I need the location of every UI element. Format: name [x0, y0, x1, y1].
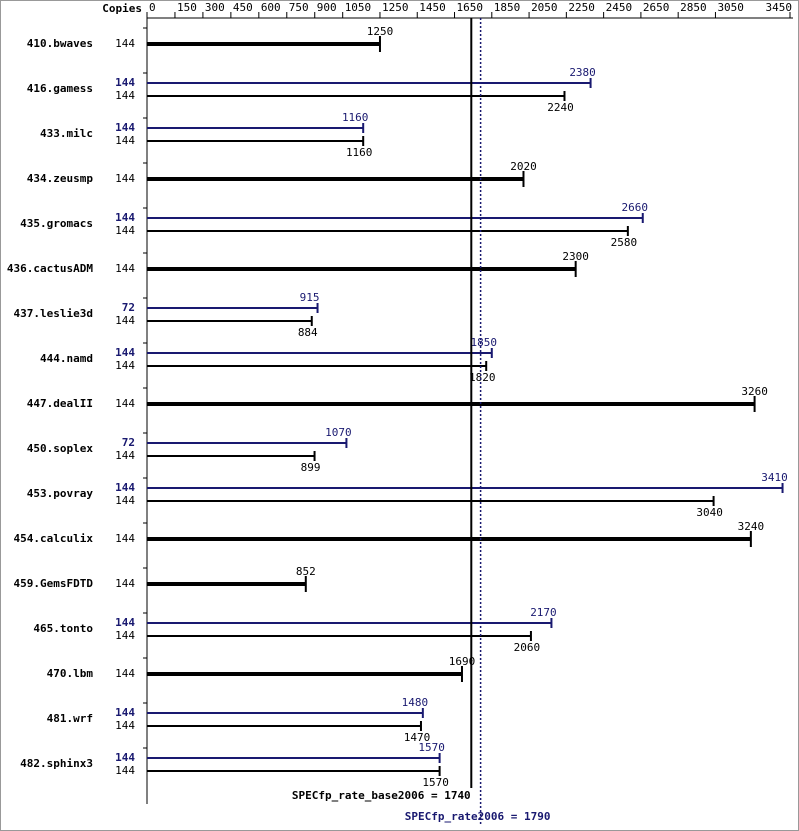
x-tick-label: 150 — [177, 1, 197, 14]
base-value-label: 1470 — [404, 731, 431, 744]
peak-value-label: 3410 — [761, 471, 788, 484]
benchmark-name: 450.soplex — [27, 442, 94, 455]
peak-value-label: 1480 — [402, 696, 429, 709]
x-tick-label: 2650 — [643, 1, 670, 14]
x-tick-label: 300 — [205, 1, 225, 14]
x-tick-label: 900 — [317, 1, 337, 14]
reference-label: SPECfp_rate_base2006 = 1740 — [292, 789, 471, 802]
benchmark-name: 433.milc — [40, 127, 93, 140]
x-tick-label: 600 — [261, 1, 281, 14]
value-label: 2020 — [510, 160, 537, 173]
copies: 144 — [115, 667, 135, 680]
peak-copies: 144 — [115, 346, 135, 359]
value-label: 1250 — [367, 25, 394, 38]
value-label: 1690 — [449, 655, 476, 668]
copies: 144 — [115, 577, 135, 590]
x-tick-label: 1250 — [382, 1, 409, 14]
x-tick-label: 0 — [149, 1, 156, 14]
benchmark-name: 482.sphinx3 — [20, 757, 93, 770]
x-tick-label: 1650 — [457, 1, 484, 14]
benchmark-name: 416.gamess — [27, 82, 93, 95]
peak-copies: 72 — [122, 436, 135, 449]
peak-value-label: 2170 — [530, 606, 557, 619]
reference-label: SPECfp_rate2006 = 1790 — [405, 810, 551, 823]
copies: 144 — [115, 359, 135, 372]
copies: 144 — [115, 532, 135, 545]
x-tick-label: 2250 — [568, 1, 595, 14]
peak-copies: 144 — [115, 76, 135, 89]
benchmark-name: 447.dealII — [27, 397, 93, 410]
base-value-label: 2580 — [611, 236, 638, 249]
base-value-label: 2060 — [514, 641, 541, 654]
x-tick-label: 750 — [289, 1, 309, 14]
copies-header: Copies — [102, 2, 142, 15]
copies: 144 — [115, 37, 135, 50]
peak-value-label: 2380 — [569, 66, 596, 79]
x-tick-label: 3050 — [717, 1, 744, 14]
x-tick-label: 3450 — [766, 1, 793, 14]
peak-value-label: 2660 — [622, 201, 649, 214]
copies: 144 — [115, 397, 135, 410]
x-tick-label: 450 — [233, 1, 253, 14]
base-value-label: 2240 — [547, 101, 574, 114]
peak-value-label: 1070 — [325, 426, 352, 439]
x-tick-label: 2850 — [680, 1, 707, 14]
copies: 144 — [115, 134, 135, 147]
copies: 144 — [115, 719, 135, 732]
value-label: 852 — [296, 565, 316, 578]
peak-value-label: 1850 — [471, 336, 498, 349]
benchmark-name: 470.lbm — [47, 667, 94, 680]
x-tick-label: 2450 — [606, 1, 633, 14]
copies: 144 — [115, 449, 135, 462]
peak-copies: 144 — [115, 706, 135, 719]
peak-copies: 144 — [115, 751, 135, 764]
copies: 144 — [115, 89, 135, 102]
base-value-label: 1160 — [346, 146, 373, 159]
value-label: 3260 — [741, 385, 768, 398]
peak-value-label: 1160 — [342, 111, 369, 124]
copies: 144 — [115, 314, 135, 327]
benchmark-name: 436.cactusADM — [7, 262, 93, 275]
copies: 144 — [115, 224, 135, 237]
x-tick-label: 1850 — [494, 1, 521, 14]
value-label: 2300 — [562, 250, 589, 263]
peak-value-label: 1570 — [418, 741, 445, 754]
peak-copies: 72 — [122, 301, 135, 314]
copies: 144 — [115, 629, 135, 642]
x-tick-label: 2050 — [531, 1, 558, 14]
benchmark-name: 481.wrf — [47, 712, 93, 725]
copies: 144 — [115, 172, 135, 185]
benchmark-name: 459.GemsFDTD — [14, 577, 94, 590]
peak-copies: 144 — [115, 481, 135, 494]
benchmark-name: 435.gromacs — [20, 217, 93, 230]
peak-copies: 144 — [115, 121, 135, 134]
x-tick-label: 1450 — [419, 1, 446, 14]
peak-copies: 144 — [115, 616, 135, 629]
base-value-label: 3040 — [696, 506, 723, 519]
benchmark-name: 453.povray — [27, 487, 94, 500]
benchmark-name: 410.bwaves — [27, 37, 93, 50]
copies: 144 — [115, 262, 135, 275]
peak-value-label: 915 — [300, 291, 320, 304]
copies: 144 — [115, 764, 135, 777]
x-tick-label: 1050 — [345, 1, 372, 14]
benchmark-name: 444.namd — [40, 352, 93, 365]
base-value-label: 1570 — [422, 776, 449, 789]
value-label: 3240 — [738, 520, 765, 533]
benchmark-name: 465.tonto — [33, 622, 93, 635]
benchmark-name: 434.zeusmp — [27, 172, 94, 185]
benchmark-name: 454.calculix — [14, 532, 94, 545]
copies: 144 — [115, 494, 135, 507]
peak-copies: 144 — [115, 211, 135, 224]
base-value-label: 1820 — [469, 371, 496, 384]
base-value-label: 884 — [298, 326, 318, 339]
base-value-label: 899 — [301, 461, 321, 474]
benchmark-name: 437.leslie3d — [14, 307, 93, 320]
